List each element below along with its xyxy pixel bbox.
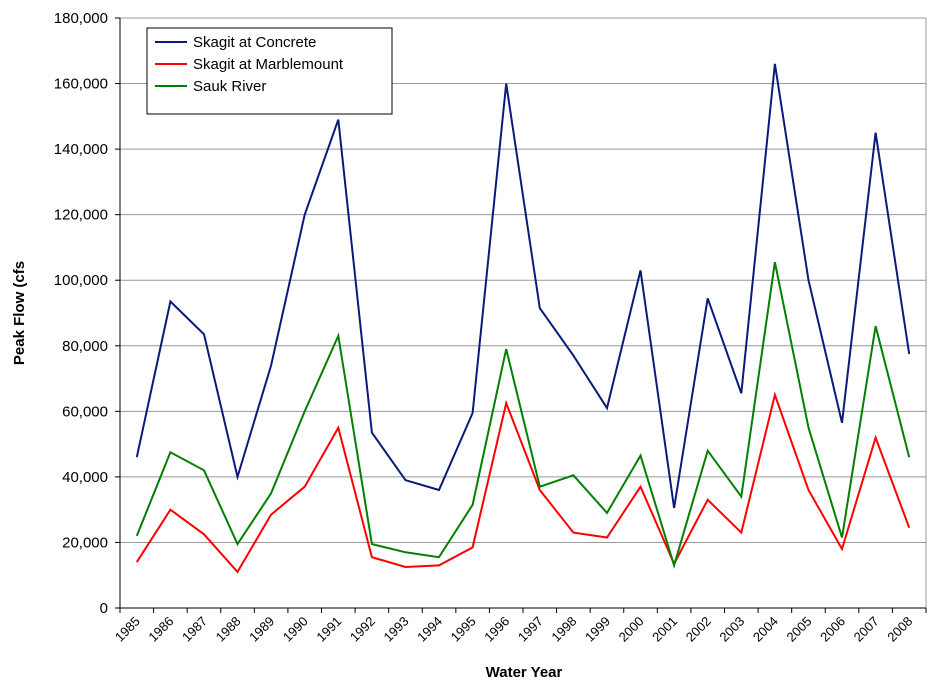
x-tick-label: 2001 (649, 614, 680, 645)
x-tick-label: 1998 (548, 614, 579, 645)
x-tick-label: 1997 (515, 614, 546, 645)
legend-label: Skagit at Concrete (193, 34, 316, 51)
y-tick-label: 60,000 (62, 403, 108, 420)
x-tick-label: 1991 (313, 614, 344, 645)
x-axis-title: Water Year (486, 664, 563, 681)
x-tick-label: 1995 (448, 614, 479, 645)
y-tick-label: 180,000 (54, 10, 108, 27)
x-tick-label: 1988 (213, 614, 244, 645)
x-tick-label: 2008 (884, 614, 915, 645)
series-line (135, 262, 911, 569)
x-tick-label: 1999 (582, 614, 613, 645)
x-tick-label: 1993 (381, 614, 412, 645)
y-tick-label: 120,000 (54, 207, 108, 224)
x-tick-label: 1994 (414, 614, 445, 645)
x-tick-label: 1990 (280, 614, 311, 645)
series-line (135, 391, 911, 574)
x-tick-label: 1992 (347, 614, 378, 645)
x-tick-label: 2003 (716, 614, 747, 645)
legend-label: Skagit at Marblemount (193, 56, 344, 73)
y-tick-label: 40,000 (62, 469, 108, 486)
x-tick-label: 2004 (750, 614, 781, 645)
legend-box (146, 27, 393, 115)
y-tick-label: 140,000 (54, 141, 108, 158)
y-axis-title: Peak Flow (cfs (11, 261, 28, 365)
series-line (135, 63, 911, 509)
y-tick-label: 160,000 (54, 76, 108, 93)
x-tick-label: 2005 (784, 614, 815, 645)
x-tick-label: 1986 (145, 614, 176, 645)
y-tick-label: 100,000 (54, 272, 108, 289)
x-tick-label: 1985 (112, 614, 143, 645)
x-tick-label: 1996 (481, 614, 512, 645)
y-tick-label: 80,000 (62, 338, 108, 355)
x-tick-label: 2002 (683, 614, 714, 645)
x-tick-label: 2006 (817, 614, 848, 645)
x-tick-label: 1989 (246, 614, 277, 645)
x-tick-label: 1987 (179, 614, 210, 645)
y-tick-label: 20,000 (62, 534, 108, 551)
x-tick-label: 2000 (616, 614, 647, 645)
x-tick-label: 2007 (851, 614, 882, 645)
y-tick-label: 0 (100, 600, 108, 617)
legend-label: Sauk River (193, 78, 266, 95)
